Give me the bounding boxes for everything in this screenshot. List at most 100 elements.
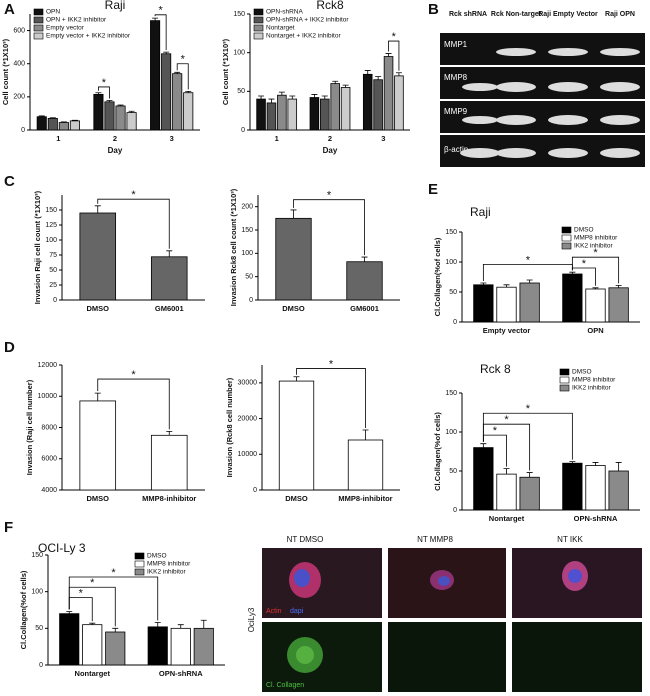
x-tick-label: 2 — [328, 134, 332, 143]
error-bar — [128, 110, 135, 113]
panel-label: D — [4, 339, 15, 356]
legend-label: Nontarget + IKK2 inhibitor — [266, 33, 341, 40]
y-tick-label: 150 — [445, 229, 457, 236]
gel-lane-label: Raji Empty Vector — [538, 11, 598, 18]
chart: 0 50 100 150 1 2 3 Rck8 Day Cell count (*1X10³) OP… — [221, 0, 410, 155]
bar — [519, 282, 540, 323]
bar — [346, 261, 383, 301]
bar — [69, 120, 80, 131]
error-bar — [66, 611, 73, 614]
error-bar — [112, 627, 119, 632]
legend-swatch — [561, 242, 572, 250]
error-bar — [278, 91, 285, 96]
gel-lane-label: Rck shRNA — [449, 11, 487, 18]
bar — [275, 217, 312, 301]
y-tick-label: 10000 — [38, 393, 58, 400]
y-axis-label: Cl.Collagen(%of cells) — [19, 570, 28, 649]
stain-label: dapi — [290, 608, 304, 615]
x-axis-label: Day — [323, 146, 338, 155]
y-axis-label: Cl.Collagen(%of cells) — [433, 412, 442, 491]
panel-label: E — [428, 181, 438, 198]
gel-bands — [460, 48, 640, 158]
legend-label: MMP8 inhibitor — [572, 377, 616, 384]
bar — [104, 101, 115, 131]
significance-star: * — [392, 31, 397, 43]
y-axis-label: Cell count (*1X10³) — [221, 38, 230, 105]
error-bar — [89, 622, 96, 625]
y-axis-label: Invasion Raji cell count (*1X10³) — [33, 190, 42, 304]
significance-bracket — [154, 14, 167, 51]
y-tick-label: 150 — [45, 207, 57, 214]
microscopy-column-label: NT MMP8 — [417, 535, 453, 544]
gel-lane-label: Rck Non-target — [491, 11, 542, 18]
error-bar — [268, 98, 275, 103]
error-bar — [106, 100, 113, 102]
error-bar — [361, 256, 368, 262]
error-bar — [480, 282, 487, 285]
error-bar — [342, 84, 349, 88]
y-tick-label: 50 — [49, 267, 57, 274]
significance-bracket — [388, 40, 400, 71]
legend-label: Empty vector + IKK2 inhibitor — [46, 33, 131, 40]
error-bar — [375, 76, 382, 80]
stain-label: Actin — [266, 608, 282, 615]
legend-label: OPN-shRNA — [266, 9, 304, 16]
error-bar — [385, 53, 392, 57]
y-tick-label: 125 — [45, 222, 57, 229]
error-bar — [321, 95, 328, 100]
chart-title: Rck 8 — [480, 362, 511, 376]
significance-bracket — [68, 576, 159, 621]
chart-title: Rck8 — [316, 0, 344, 12]
legend-swatch — [253, 16, 264, 24]
y-tick-label: 150 — [31, 552, 43, 559]
legend-swatch — [33, 8, 44, 16]
bar — [496, 473, 517, 511]
error-bar — [290, 209, 297, 219]
legend-swatch — [559, 368, 570, 376]
error-bar — [60, 121, 67, 123]
y-tick-label: 4000 — [41, 487, 57, 494]
chart: 0 50 100 150 Empty vector OPN Raji Cl.Collagen(… — [433, 205, 640, 335]
gel-lane-label: Raji OPN — [605, 11, 635, 18]
bar — [608, 470, 629, 511]
significance-star: * — [582, 258, 587, 270]
y-tick-label: 100 — [241, 250, 253, 257]
chart-title: Raji — [470, 205, 491, 219]
chart: 0 50 100 150 Nontarget OPN-shRNA Rck 8 Cl.Colla… — [433, 362, 640, 523]
bar — [93, 93, 104, 131]
significance-star: * — [493, 425, 498, 437]
x-tick-label: 1 — [275, 134, 279, 143]
x-tick-label: DMSO — [282, 304, 305, 313]
error-bar — [526, 472, 533, 478]
bar — [585, 288, 606, 323]
error-bar — [592, 462, 599, 466]
bar — [161, 53, 172, 131]
bar — [147, 626, 168, 666]
significance-star: * — [181, 54, 186, 66]
y-tick-label: 12000 — [38, 362, 58, 369]
legend-swatch — [134, 560, 145, 568]
microscopy-column-label: NT IKK — [557, 535, 583, 544]
y-tick-label: 150 — [233, 11, 245, 18]
error-bar — [293, 376, 300, 382]
gel-row-label: β-actin — [444, 145, 468, 154]
significance-star: * — [329, 358, 334, 370]
legend-label: DMSO — [572, 369, 592, 376]
y-tick-label: 100 — [445, 429, 457, 436]
significance-star: * — [327, 190, 332, 202]
y-tick-label: 0 — [453, 507, 457, 514]
x-tick-label: DMSO — [87, 494, 110, 503]
legend-label: IKK2 inhibitor — [147, 569, 186, 576]
y-tick-label: 0 — [53, 297, 57, 304]
bar — [277, 94, 287, 131]
bar — [59, 613, 80, 666]
bar — [608, 287, 629, 323]
y-axis-label: Cell count (*1X10³) — [1, 38, 10, 105]
x-axis-label: Day — [108, 146, 123, 155]
x-tick-label: Empty vector — [483, 326, 531, 335]
bar — [105, 631, 126, 666]
gel-panel: Rck shRNA Rck Non-target Raji Empty Vect… — [440, 11, 645, 167]
x-tick-label: GM6001 — [350, 304, 379, 313]
y-tick-label: 10000 — [238, 451, 258, 458]
bar — [172, 73, 183, 131]
